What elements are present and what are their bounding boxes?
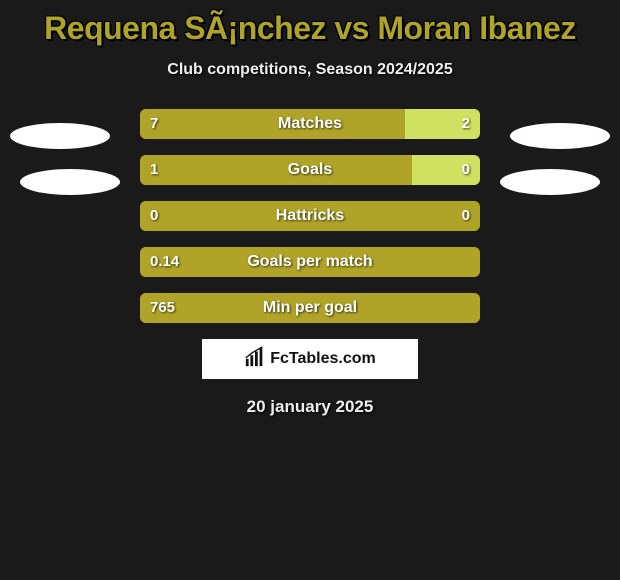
stat-bar-left [140, 247, 480, 277]
branding-text: FcTables.com [270, 350, 376, 368]
stat-row-min-per-goal: 765 Min per goal [140, 293, 480, 323]
stat-bar-left [140, 293, 480, 323]
subtitle: Club competitions, Season 2024/2025 [0, 61, 620, 79]
stat-bar-left [140, 109, 405, 139]
stat-row-goals: 1 Goals 0 [140, 155, 480, 185]
stat-bar [140, 109, 480, 139]
comparison-infographic: Requena SÃ¡nchez vs Moran Ibanez Club co… [0, 0, 620, 580]
page-title: Requena SÃ¡nchez vs Moran Ibanez [0, 0, 620, 47]
stat-bar [140, 201, 480, 231]
stat-bar [140, 155, 480, 185]
stat-bar [140, 293, 480, 323]
stat-bar [140, 247, 480, 277]
date-text: 20 january 2025 [0, 397, 620, 417]
stat-rows: 7 Matches 2 1 Goals 0 0 Hattricks 0 [0, 109, 620, 323]
stat-row-goals-per-match: 0.14 Goals per match [140, 247, 480, 277]
stat-row-matches: 7 Matches 2 [140, 109, 480, 139]
bar-chart-icon [244, 346, 266, 373]
stat-bar-left [140, 201, 480, 231]
branding-badge: FcTables.com [202, 339, 418, 379]
stat-row-hattricks: 0 Hattricks 0 [140, 201, 480, 231]
stat-bar-right [412, 155, 480, 185]
stat-bar-right [405, 109, 480, 139]
stat-bar-left [140, 155, 412, 185]
